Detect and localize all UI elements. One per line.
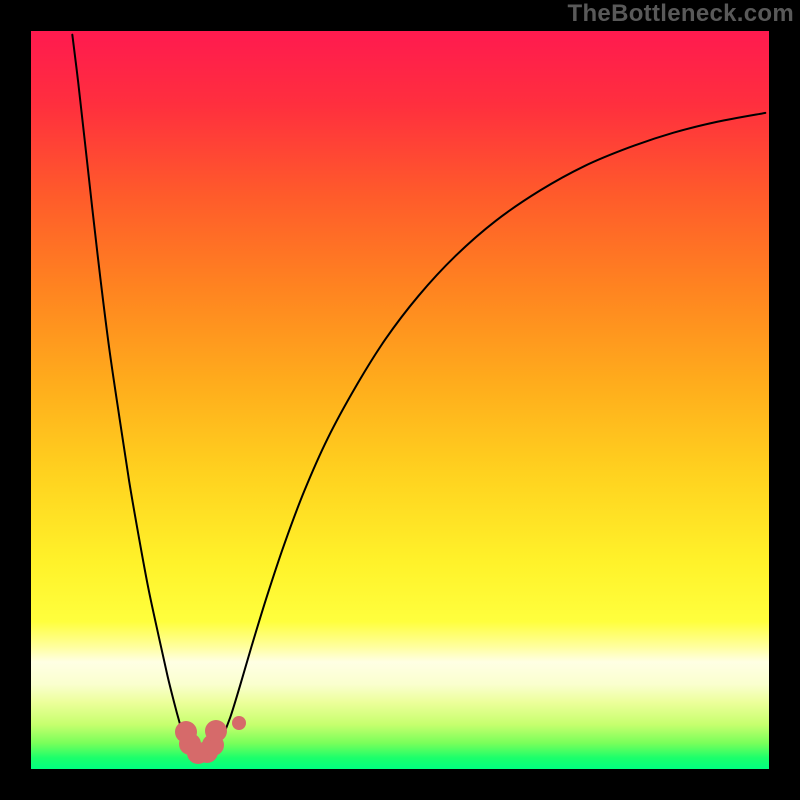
scatter-dot [232,716,246,730]
scatter-dot [205,720,227,742]
plot-area [31,31,769,769]
watermark-text: TheBottleneck.com [568,0,794,28]
curve-layer [31,31,769,769]
curve-right-branch [203,113,765,757]
curve-left-branch [72,35,203,757]
chart-canvas: TheBottleneck.com [0,0,800,800]
